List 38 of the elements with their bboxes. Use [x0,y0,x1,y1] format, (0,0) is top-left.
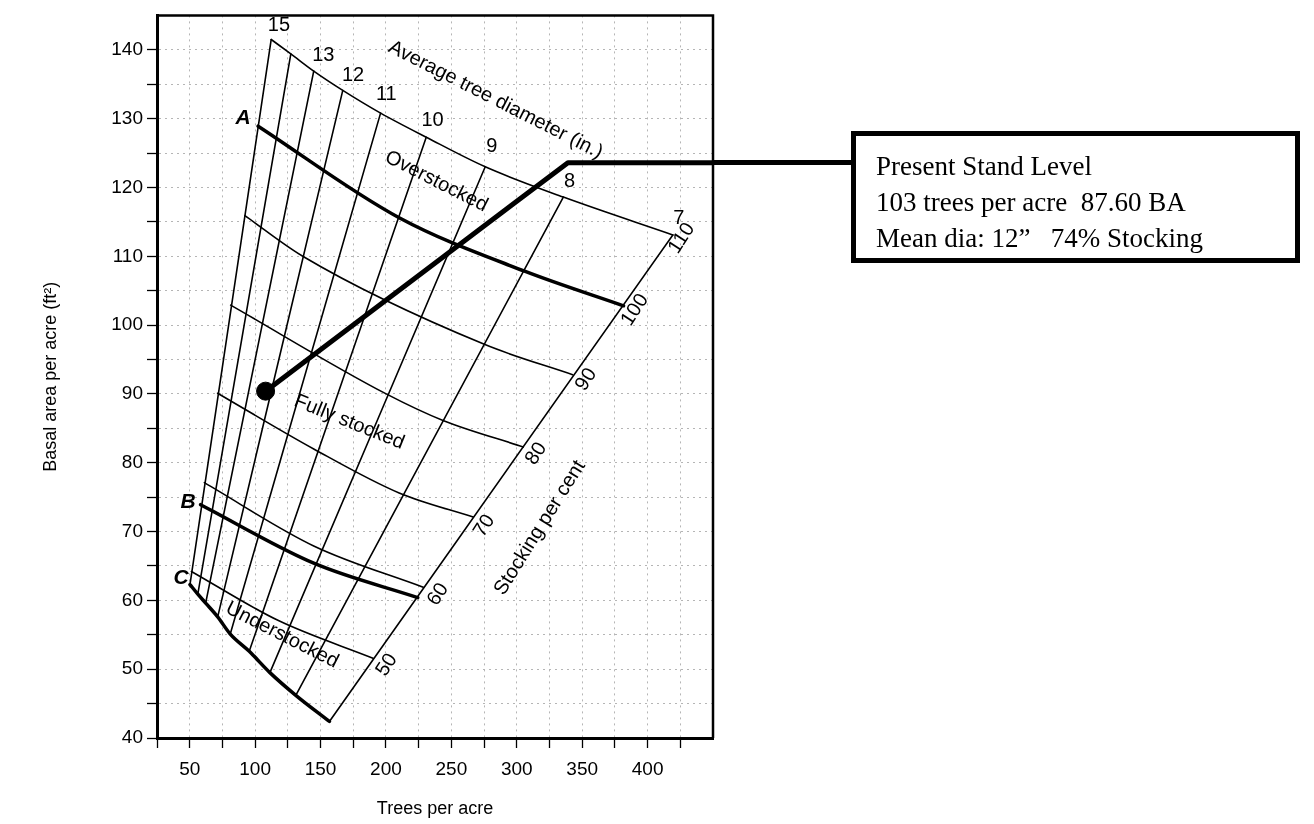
y-tick-label: 60 [121,588,143,610]
annotation: 9 [486,133,498,156]
annotation: 70 [467,509,499,541]
y-tick-label: 80 [121,450,143,472]
y-tick-label: 140 [111,38,143,60]
y-tick-label: 90 [121,382,143,404]
x-tick-label: 400 [631,757,664,779]
y-tick-label: 70 [121,519,143,541]
annotation: 50 [370,648,402,680]
annotation: 12 [341,63,365,86]
annotation: 100 [615,289,653,330]
annotation: 60 [421,578,453,609]
annotation: 90 [569,363,601,395]
x-tick-label: 100 [239,757,271,779]
x-tick-label: 200 [370,757,402,779]
annotation: 13 [312,43,335,66]
x-tick-label: 150 [304,757,337,779]
x-tick-label: 50 [179,757,201,779]
y-tick-label: 130 [111,106,143,128]
annotation: 8 [564,169,576,192]
x-tick-label: 250 [435,757,468,779]
x-axis-title: Trees per acre [376,798,494,819]
y-tick-label: 100 [111,313,143,335]
x-tick-label: 300 [500,757,533,779]
text: Present Stand Level 103 trees per acre 87.60 BA Mean dia: 12” 74% Stocking [876,150,1204,255]
y-tick-label: 40 [121,726,143,748]
y-tick-label: 110 [112,244,143,266]
annotation: 10 [421,107,444,130]
annotation: C [173,564,190,588]
x-tick-label: 350 [566,757,599,779]
annotation: 15 [267,13,291,36]
annotation: B [180,488,196,512]
y-tick-label: 120 [111,175,143,197]
annotation: 80 [519,437,551,469]
y-axis-title: Basal area per acre (ft²) [39,281,60,472]
annotation: A [234,104,251,128]
annotation: 11 [375,81,397,104]
y-tick-label: 50 [121,657,143,679]
